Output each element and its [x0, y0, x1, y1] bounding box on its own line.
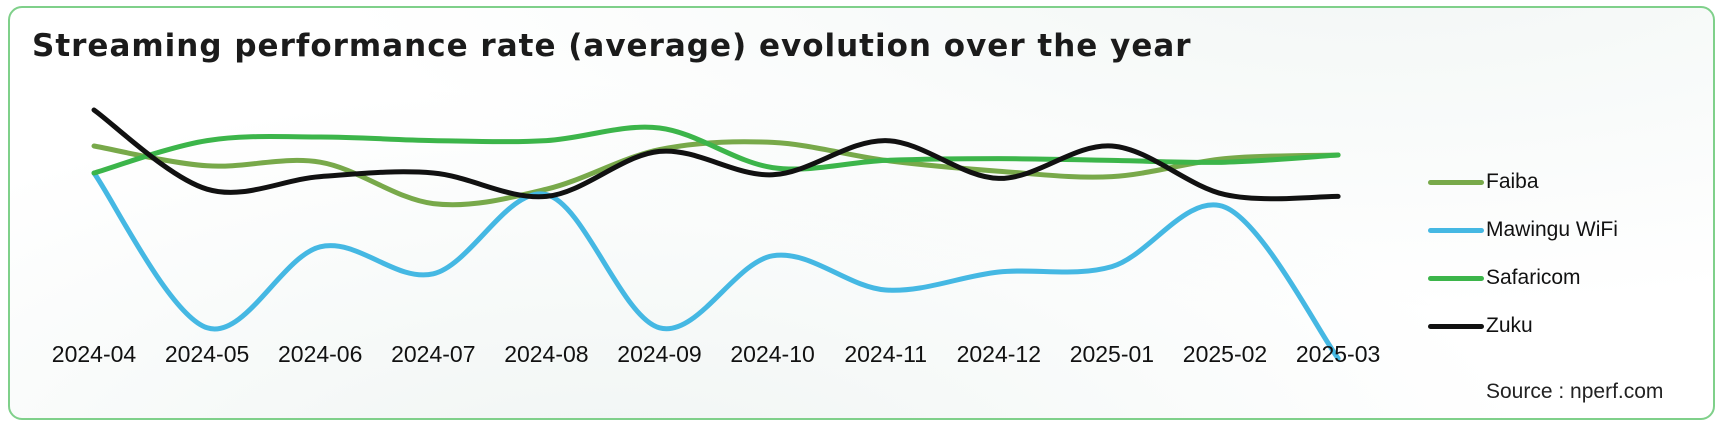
legend: Faiba Mawingu WiFi Safaricom Zuku: [1428, 158, 1618, 350]
x-tick-label: 2024-07: [391, 341, 475, 367]
legend-swatch-mawingu-wifi: [1428, 227, 1484, 233]
legend-label-zuku: Zuku: [1486, 314, 1533, 337]
legend-label-safaricom: Safaricom: [1486, 266, 1581, 289]
series-line-safaricom[interactable]: [91, 124, 1341, 176]
legend-label-mawingu-wifi: Mawingu WiFi: [1486, 218, 1618, 241]
x-tick-label: 2024-10: [730, 341, 814, 367]
chart-card: Streaming performance rate (average) evo…: [8, 6, 1715, 420]
x-axis-ticks: 2024-04 2024-05 2024-06 2024-07 2024-08 2024-…: [52, 341, 1381, 367]
legend-item-zuku[interactable]: Zuku: [1428, 302, 1618, 350]
line-chart: 2024-04 2024-05 2024-06 2024-07 2024-08 2024-…: [52, 107, 1381, 367]
x-tick-label: 2024-06: [278, 341, 362, 367]
legend-item-faiba[interactable]: Faiba: [1428, 158, 1618, 206]
legend-swatch-faiba: [1428, 179, 1484, 185]
x-tick-label: 2024-09: [617, 341, 701, 367]
legend-label-faiba: Faiba: [1486, 170, 1539, 193]
chart-title: Streaming performance rate (average) evo…: [32, 28, 1192, 64]
x-tick-label: 2025-02: [1183, 341, 1267, 367]
legend-swatch-zuku: [1428, 323, 1484, 329]
legend-swatch-safaricom: [1428, 275, 1484, 281]
series-line-zuku[interactable]: [91, 107, 1341, 202]
x-tick-label: 2025-03: [1296, 341, 1380, 367]
x-tick-label: 2024-11: [844, 341, 927, 367]
source-credit: Source : nperf.com: [1486, 380, 1664, 403]
series-line-mawingu-wifi[interactable]: [91, 170, 1341, 361]
x-tick-label: 2024-05: [165, 341, 249, 367]
legend-item-safaricom[interactable]: Safaricom: [1428, 254, 1618, 302]
x-tick-label: 2024-08: [504, 341, 588, 367]
legend-item-mawingu-wifi[interactable]: Mawingu WiFi: [1428, 206, 1618, 254]
x-tick-label: 2024-04: [52, 341, 137, 367]
series-layer: [91, 107, 1341, 361]
series-line-faiba[interactable]: [91, 139, 1341, 208]
x-tick-label: 2024-12: [957, 341, 1041, 367]
x-tick-label: 2025-01: [1070, 341, 1154, 367]
